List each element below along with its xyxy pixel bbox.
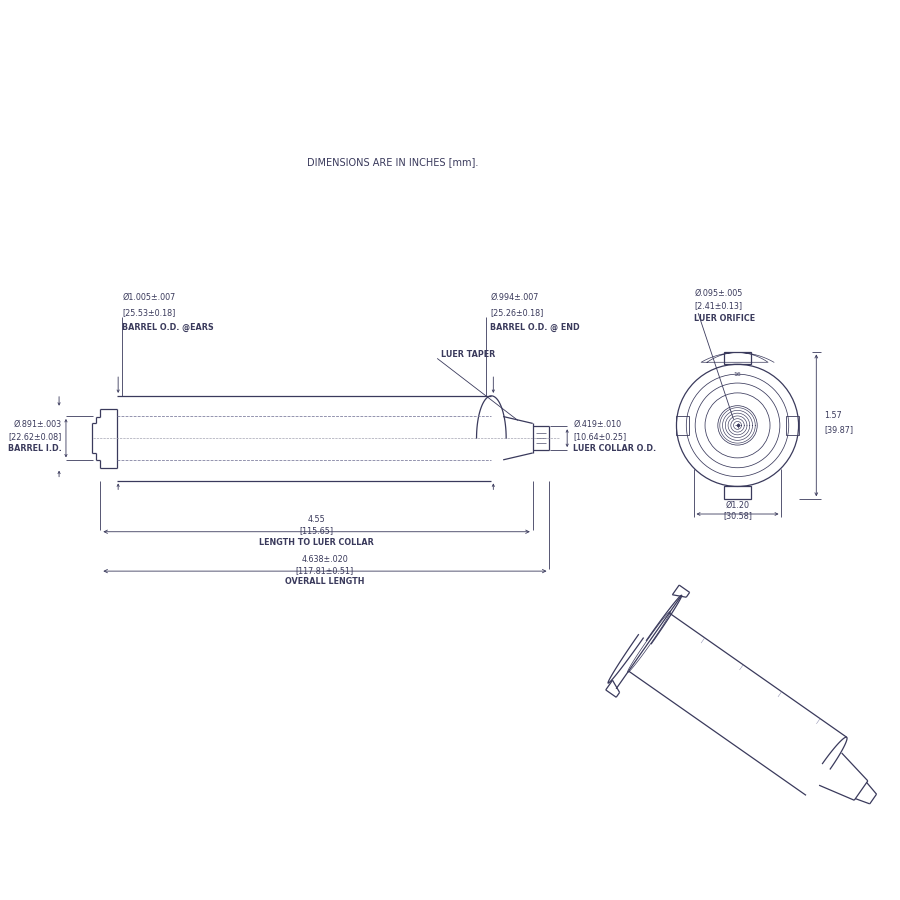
Text: BARREL O.D. @EARS: BARREL O.D. @EARS [122,323,214,332]
Text: DIMENSIONS ARE IN INCHES [mm].: DIMENSIONS ARE IN INCHES [mm]. [307,158,479,167]
Text: Ø.419±.010: Ø.419±.010 [573,420,621,429]
Text: [22.62±0.08]: [22.62±0.08] [9,432,62,441]
Text: BARREL O.D. @ END: BARREL O.D. @ END [491,323,580,332]
Text: 1.57: 1.57 [824,411,842,420]
Text: Ø1.20: Ø1.20 [725,500,750,509]
Bar [786,416,798,436]
Text: LUER TAPER: LUER TAPER [441,350,495,359]
Text: [117.81±0.51]: [117.81±0.51] [296,565,354,574]
Text: [10.64±0.25]: [10.64±0.25] [573,432,626,441]
Text: 4.638±.020: 4.638±.020 [302,554,348,563]
Text: [115.65]: [115.65] [300,526,334,536]
Text: LENGTH TO LUER COLLAR: LENGTH TO LUER COLLAR [259,538,374,547]
Text: 4.55: 4.55 [308,516,326,525]
Text: Ø1.005±.007: Ø1.005±.007 [122,293,176,302]
Bar [724,352,752,365]
Text: Ø.095±.005: Ø.095±.005 [694,289,742,298]
Text: 16: 16 [734,372,742,377]
Text: [30.58]: [30.58] [723,511,752,520]
Bar [677,416,689,436]
Text: Ø.994±.007: Ø.994±.007 [491,293,539,302]
Text: LUER COLLAR O.D.: LUER COLLAR O.D. [573,444,656,453]
Text: [25.53±0.18]: [25.53±0.18] [122,308,176,317]
Text: [25.26±0.18]: [25.26±0.18] [491,308,544,317]
Text: BARREL I.D.: BARREL I.D. [8,444,62,453]
Bar [724,486,752,500]
Text: Ø.891±.003: Ø.891±.003 [14,420,62,429]
Text: [2.41±0.13]: [2.41±0.13] [694,301,742,310]
Text: [39.87]: [39.87] [824,425,853,434]
Text: LUER ORIFICE: LUER ORIFICE [694,313,755,322]
Text: OVERALL LENGTH: OVERALL LENGTH [285,578,364,587]
